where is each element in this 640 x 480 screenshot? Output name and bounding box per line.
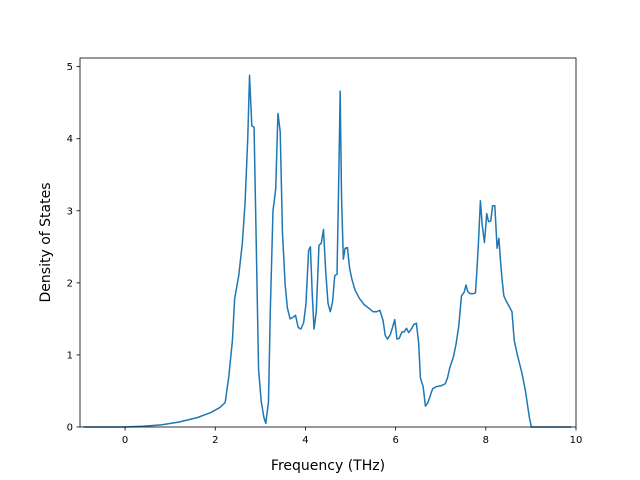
- x-tick-label: 8: [483, 435, 489, 446]
- y-tick-label: 1: [67, 350, 73, 361]
- x-tick-label: 4: [302, 435, 308, 446]
- ticks: 0 2 4 6 8 10 0 1 2 3 4 5: [67, 62, 583, 446]
- x-tick-label: 2: [212, 435, 218, 446]
- y-tick-label: 3: [67, 206, 73, 217]
- y-tick-label: 2: [67, 278, 73, 289]
- y-axis-label: Density of States: [38, 183, 54, 303]
- axes-frame: [79, 57, 577, 428]
- x-tick-label: 6: [392, 435, 398, 446]
- y-tick-label: 0: [67, 423, 73, 434]
- x-axis-label: Frequency (THz): [271, 458, 385, 474]
- y-tick-label: 4: [67, 134, 73, 145]
- x-tick-label: 10: [570, 435, 583, 446]
- y-tick-label: 5: [67, 62, 73, 73]
- dos-series-line: [83, 74, 572, 428]
- x-tick-label: 0: [122, 435, 128, 446]
- plot-area: [83, 74, 572, 428]
